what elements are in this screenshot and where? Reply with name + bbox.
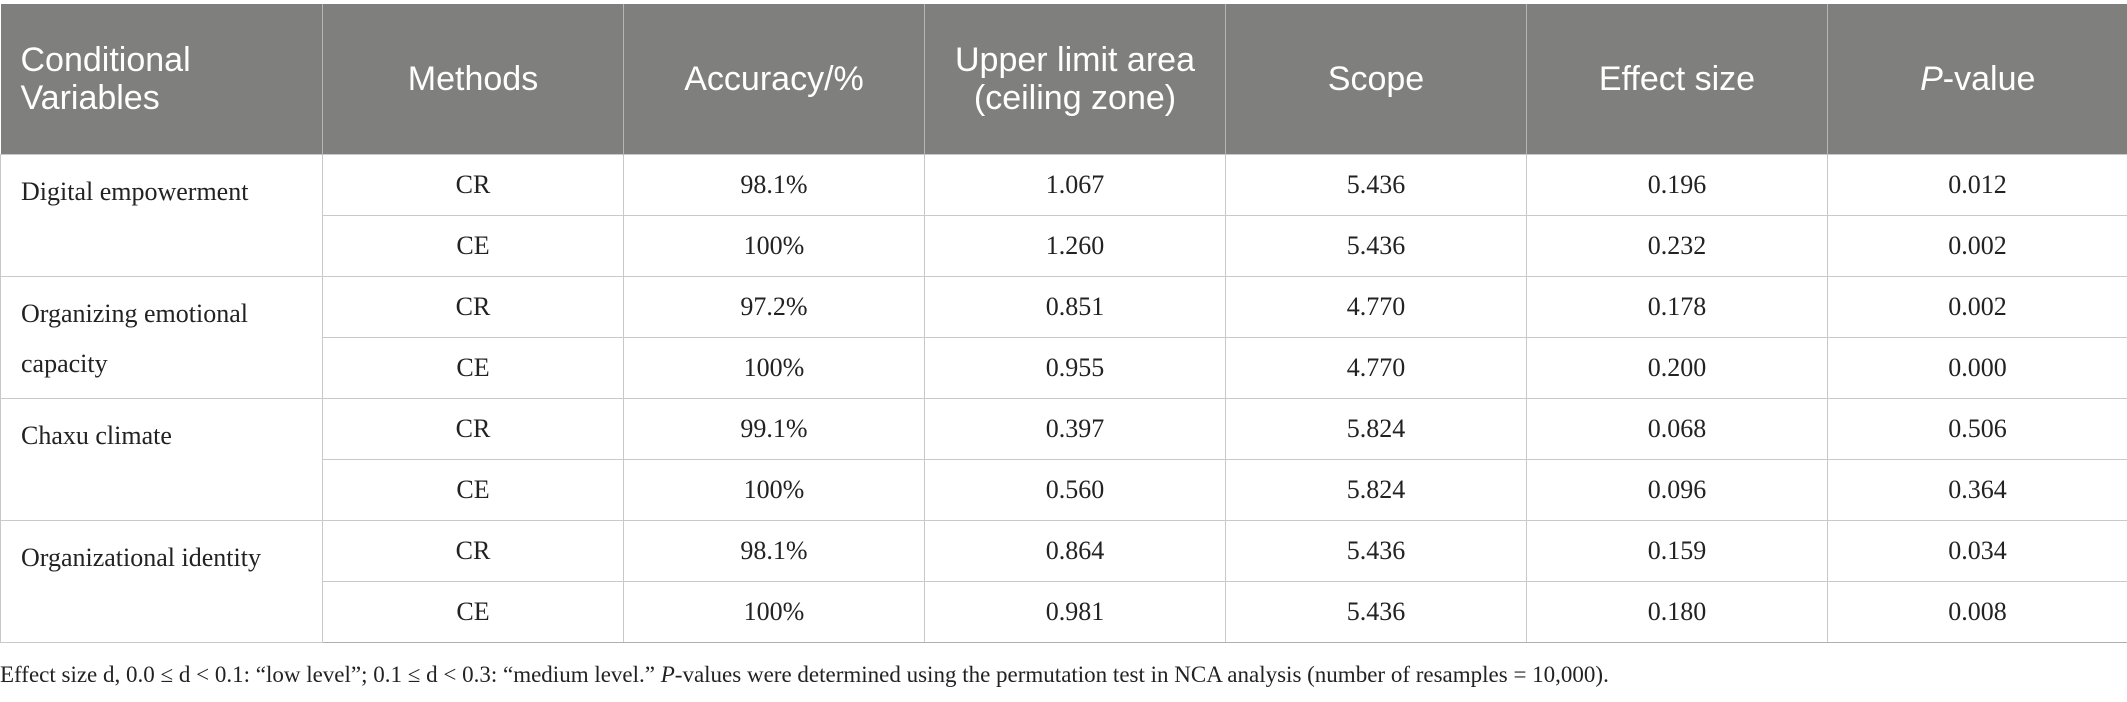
ceiling-cell: 1.067 (924, 153, 1226, 216)
footnote-effect-size: Effect size d, 0.0 ≤ d < 0.1: “low level… (0, 662, 661, 687)
table-row: Organizing emotional capacity CR 97.2% 0… (0, 275, 2127, 399)
method-cell: CE (322, 214, 624, 277)
effect-cell: 0.200 (1526, 336, 1828, 399)
footnote-p-description: -values were determined using the permut… (674, 662, 1609, 687)
header-row: Conditional Variables Methods Accuracy/%… (0, 4, 2127, 154)
table-header: Conditional Variables Methods Accuracy/%… (0, 4, 2127, 154)
p-value-cell: 0.008 (1827, 580, 2127, 643)
variable-cell: Chaxu climate (0, 397, 323, 521)
header-accuracy: Accuracy/% (623, 4, 925, 154)
ceiling-cell: 1.260 (924, 214, 1226, 277)
table-row: Digital empowerment CR 98.1% 1.067 5.436… (0, 153, 2127, 277)
method-cell: CR (322, 153, 624, 216)
table-body: Digital empowerment CR 98.1% 1.067 5.436… (0, 153, 2127, 643)
accuracy-cell: 100% (623, 214, 925, 277)
table-row: Chaxu climate CR 99.1% 0.397 5.824 0.068… (0, 397, 2127, 521)
header-ceiling-zone: Upper limit area (ceiling zone) (924, 4, 1226, 154)
accuracy-cell: 100% (623, 458, 925, 521)
p-value-cell: 0.000 (1827, 336, 2127, 399)
effect-cell: 0.180 (1526, 580, 1828, 643)
header-p-value: P-value (1827, 4, 2127, 154)
effect-cell: 0.068 (1526, 397, 1828, 460)
header-p-suffix: -value (1942, 59, 2036, 98)
table-row: CE 100% 0.560 5.824 0.096 0.364 (1, 458, 2127, 521)
ceiling-cell: 0.864 (924, 519, 1226, 582)
table-footnote: Effect size d, 0.0 ≤ d < 0.1: “low level… (0, 662, 2127, 688)
method-cell: CE (322, 458, 624, 521)
accuracy-cell: 98.1% (623, 153, 925, 216)
table-row: CE 100% 0.981 5.436 0.180 0.008 (1, 580, 2127, 643)
method-cell: CE (322, 336, 624, 399)
method-cell: CR (322, 275, 624, 338)
effect-cell: 0.232 (1526, 214, 1828, 277)
p-value-cell: 0.034 (1827, 519, 2127, 582)
effect-cell: 0.196 (1526, 153, 1828, 216)
effect-cell: 0.178 (1526, 275, 1828, 338)
accuracy-cell: 99.1% (623, 397, 925, 460)
nca-results-table: Conditional Variables Methods Accuracy/%… (0, 4, 2127, 643)
p-value-cell: 0.002 (1827, 275, 2127, 338)
header-conditional-variables: Conditional Variables (0, 4, 323, 154)
scope-cell: 5.824 (1225, 397, 1527, 460)
method-cell: CR (322, 519, 624, 582)
scope-cell: 5.436 (1225, 153, 1527, 216)
ceiling-cell: 0.397 (924, 397, 1226, 460)
accuracy-cell: 100% (623, 336, 925, 399)
header-methods: Methods (322, 4, 624, 154)
variable-cell: Digital empowerment (0, 153, 323, 277)
effect-cell: 0.159 (1526, 519, 1828, 582)
p-value-cell: 0.364 (1827, 458, 2127, 521)
effect-cell: 0.096 (1526, 458, 1828, 521)
accuracy-cell: 98.1% (623, 519, 925, 582)
scope-cell: 5.436 (1225, 214, 1527, 277)
ceiling-cell: 0.560 (924, 458, 1226, 521)
table-row: CE 100% 0.955 4.770 0.200 0.000 (1, 336, 2127, 399)
accuracy-cell: 100% (623, 580, 925, 643)
method-cell: CR (322, 397, 624, 460)
header-p-letter: P (1920, 59, 1943, 98)
p-value-cell: 0.012 (1827, 153, 2127, 216)
scope-cell: 5.824 (1225, 458, 1527, 521)
p-value-cell: 0.002 (1827, 214, 2127, 277)
scope-cell: 4.770 (1225, 275, 1527, 338)
accuracy-cell: 97.2% (623, 275, 925, 338)
header-scope: Scope (1225, 4, 1527, 154)
scope-cell: 5.436 (1225, 580, 1527, 643)
variable-cell: Organizing emotional capacity (0, 275, 323, 399)
ceiling-cell: 0.955 (924, 336, 1226, 399)
footnote-p-letter: P (660, 662, 675, 687)
p-value-cell: 0.506 (1827, 397, 2127, 460)
method-cell: CE (322, 580, 624, 643)
table-row: Organizational identity CR 98.1% 0.864 5… (0, 519, 2127, 643)
variable-cell: Organizational identity (0, 519, 323, 643)
results-table-container: Conditional Variables Methods Accuracy/%… (0, 4, 2127, 643)
ceiling-cell: 0.851 (924, 275, 1226, 338)
scope-cell: 4.770 (1225, 336, 1527, 399)
ceiling-cell: 0.981 (924, 580, 1226, 643)
scope-cell: 5.436 (1225, 519, 1527, 582)
header-effect-size: Effect size (1526, 4, 1828, 154)
